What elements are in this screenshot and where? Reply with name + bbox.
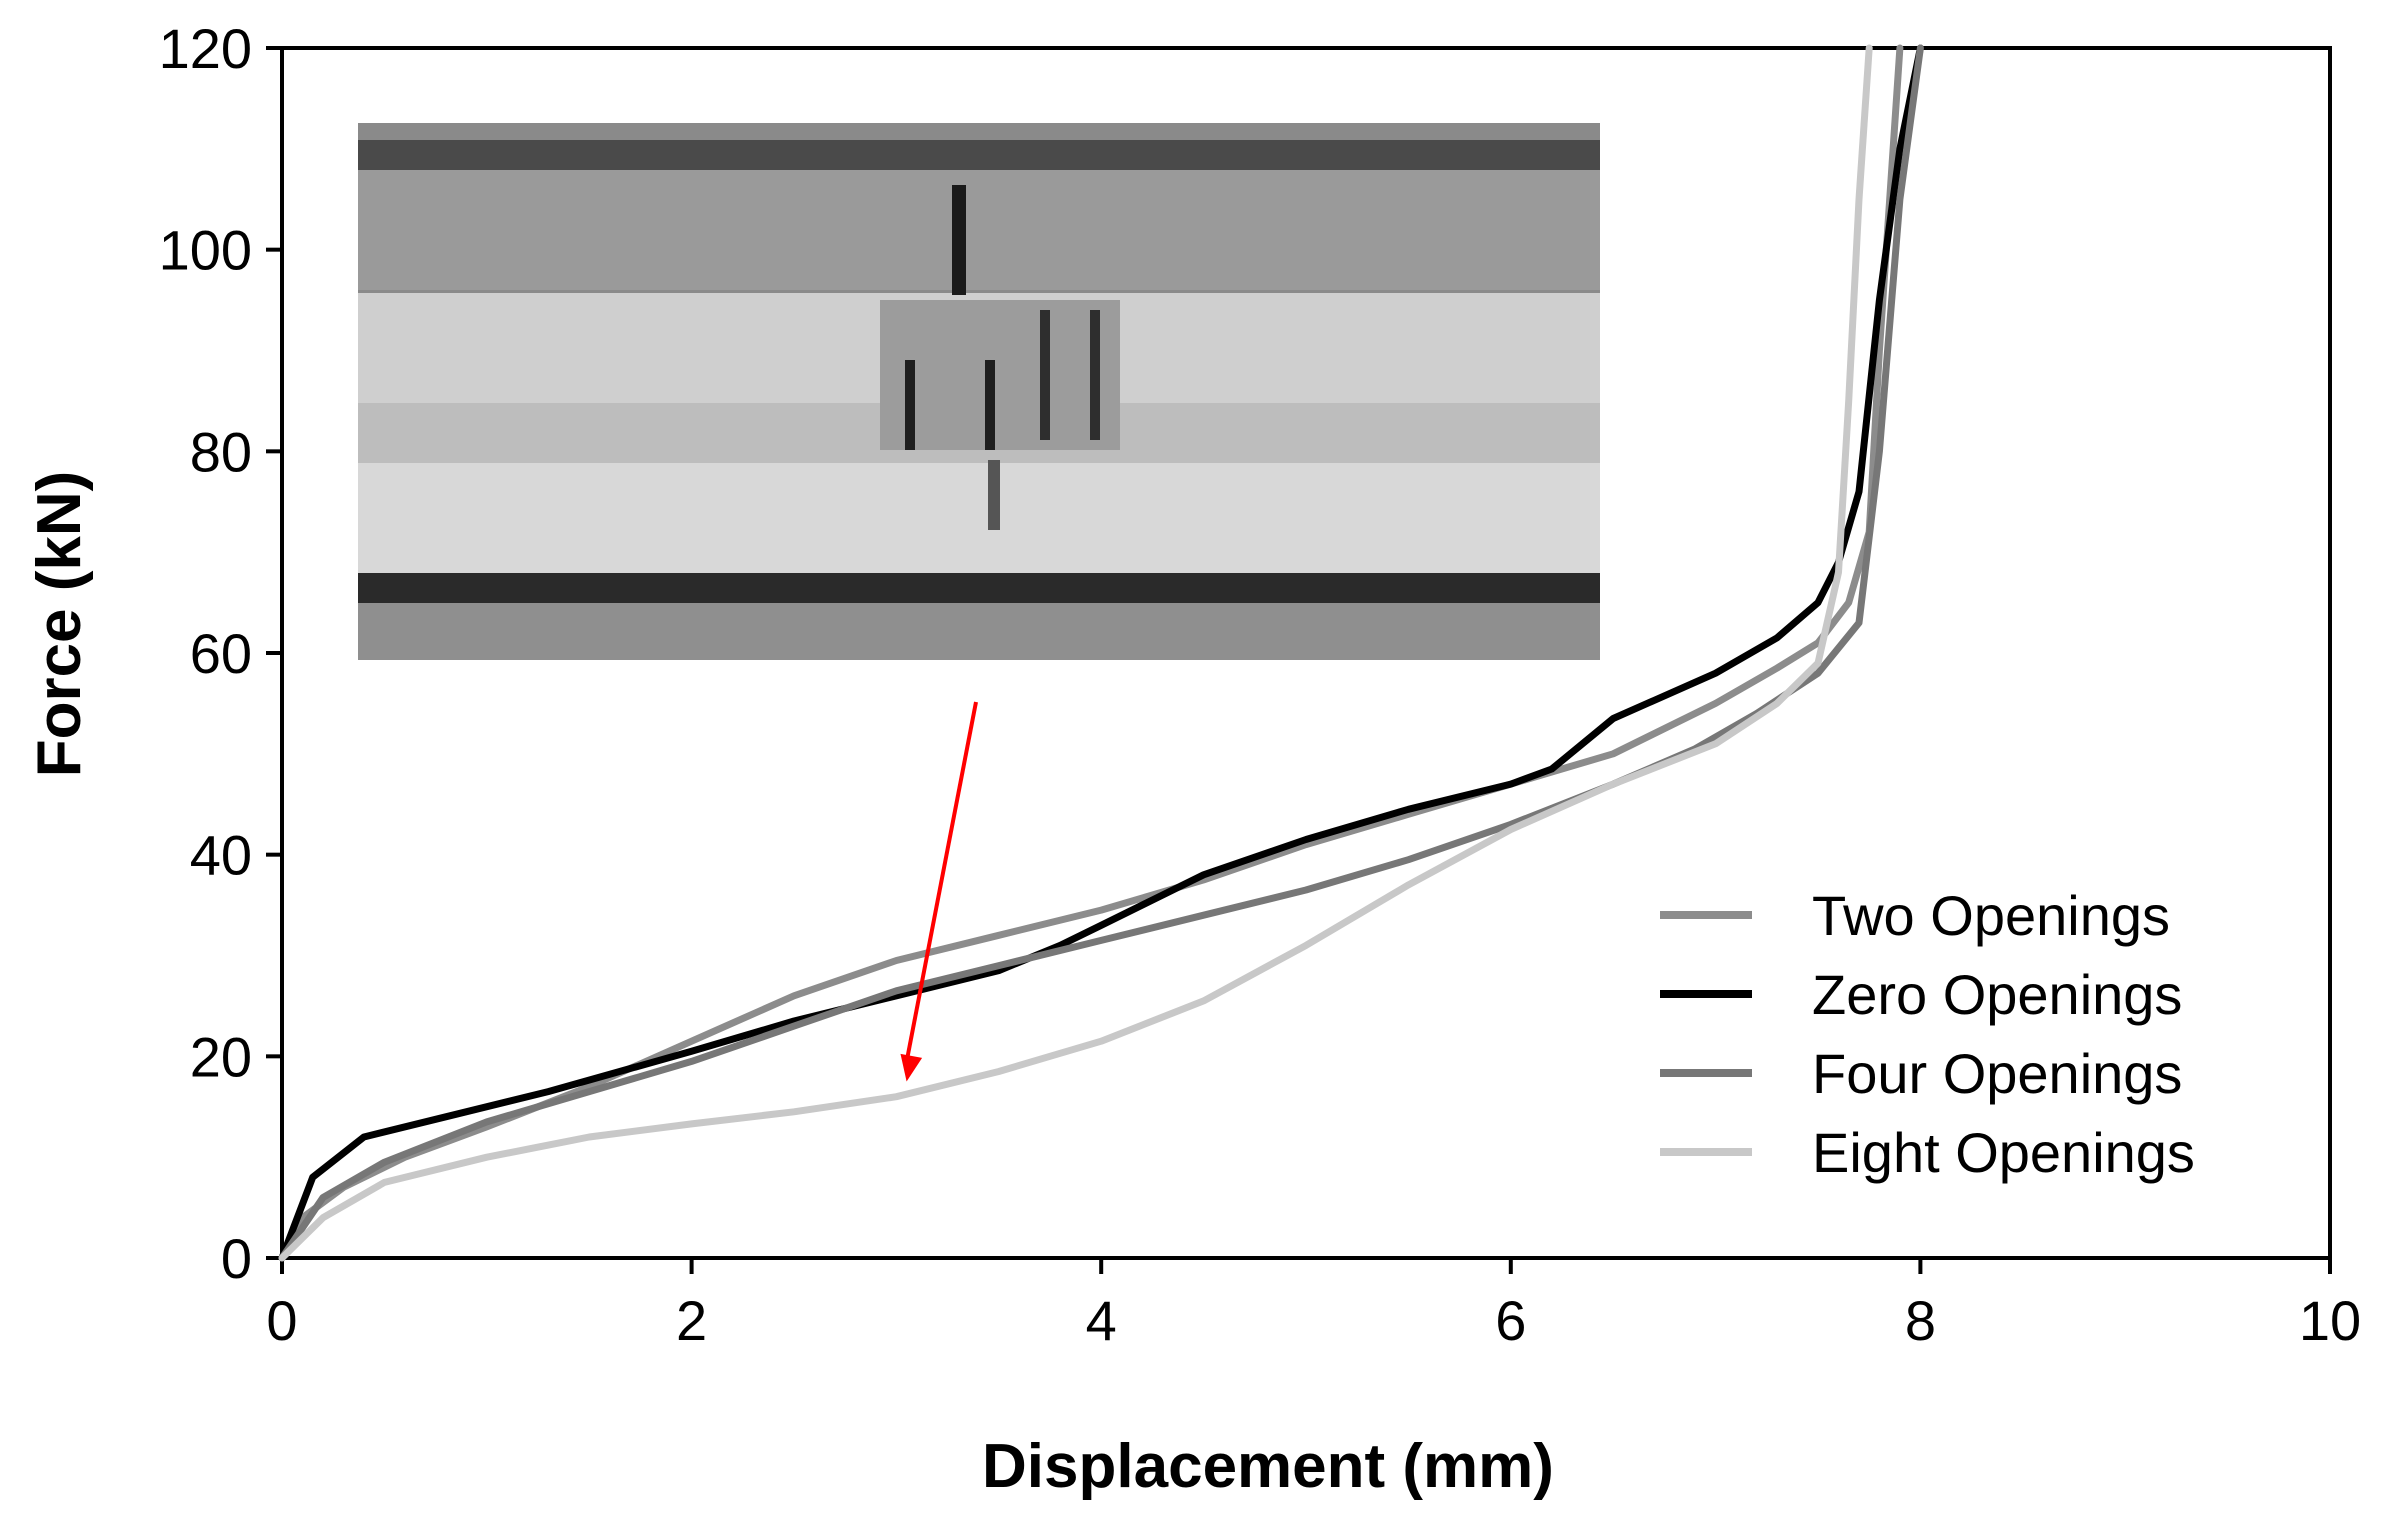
- x-tick-label: 4: [1086, 1289, 1117, 1352]
- inset-upper-plate-face: [358, 170, 1600, 290]
- x-tick-label: 8: [1905, 1289, 1936, 1352]
- inset-specimen-rib-3: [1040, 310, 1050, 440]
- x-tick-label: 2: [676, 1289, 707, 1352]
- legend: Two Openings Zero Openings Four Openings Ei…: [1660, 884, 2195, 1184]
- legend-label: Eight Openings: [1812, 1121, 2195, 1184]
- inset-photo: [358, 123, 1600, 660]
- x-axis-title: Displacement (mm): [982, 1432, 1554, 1501]
- y-tick-label: 60: [190, 622, 252, 685]
- x-tick-label: 6: [1495, 1289, 1526, 1352]
- annotation-arrow-line: [904, 701, 978, 1062]
- x-tick-label: 0: [266, 1289, 297, 1352]
- inset-lower-band: [358, 573, 1600, 603]
- legend-label: Zero Openings: [1812, 963, 2182, 1026]
- legend-label: Four Openings: [1812, 1042, 2182, 1105]
- inset-marker: [952, 185, 966, 295]
- annotation-arrow-head: [900, 1053, 923, 1082]
- annotation: [900, 701, 978, 1082]
- series: [278, 44, 1924, 1262]
- legend-label: Two Openings: [1812, 884, 2170, 947]
- y-tick-label: 20: [190, 1025, 252, 1088]
- inset-marker-lower: [988, 460, 1000, 530]
- y-axis-title: Force (kN): [25, 471, 94, 778]
- y-tick-label: 0: [221, 1227, 252, 1290]
- y-tick-label: 100: [159, 219, 252, 282]
- inset-specimen-rib-2: [985, 360, 995, 450]
- inset-specimen: [880, 300, 1120, 450]
- y-tick-label: 40: [190, 824, 252, 887]
- inset-specimen-rib-4: [1090, 310, 1100, 440]
- series-line-four-openings: [278, 44, 1924, 1262]
- inset-base: [358, 603, 1600, 660]
- inset-specimen-rib-1: [905, 360, 915, 450]
- y-tick-label: 80: [190, 420, 252, 483]
- x-tick-label: 10: [2299, 1289, 2361, 1352]
- y-tick-label: 120: [159, 17, 252, 80]
- inset-upper-plate-edge: [358, 140, 1600, 170]
- inset-lower-plate: [358, 463, 1600, 573]
- series-line-two-openings: [278, 44, 1904, 1262]
- series-line-eight-openings: [278, 44, 1873, 1262]
